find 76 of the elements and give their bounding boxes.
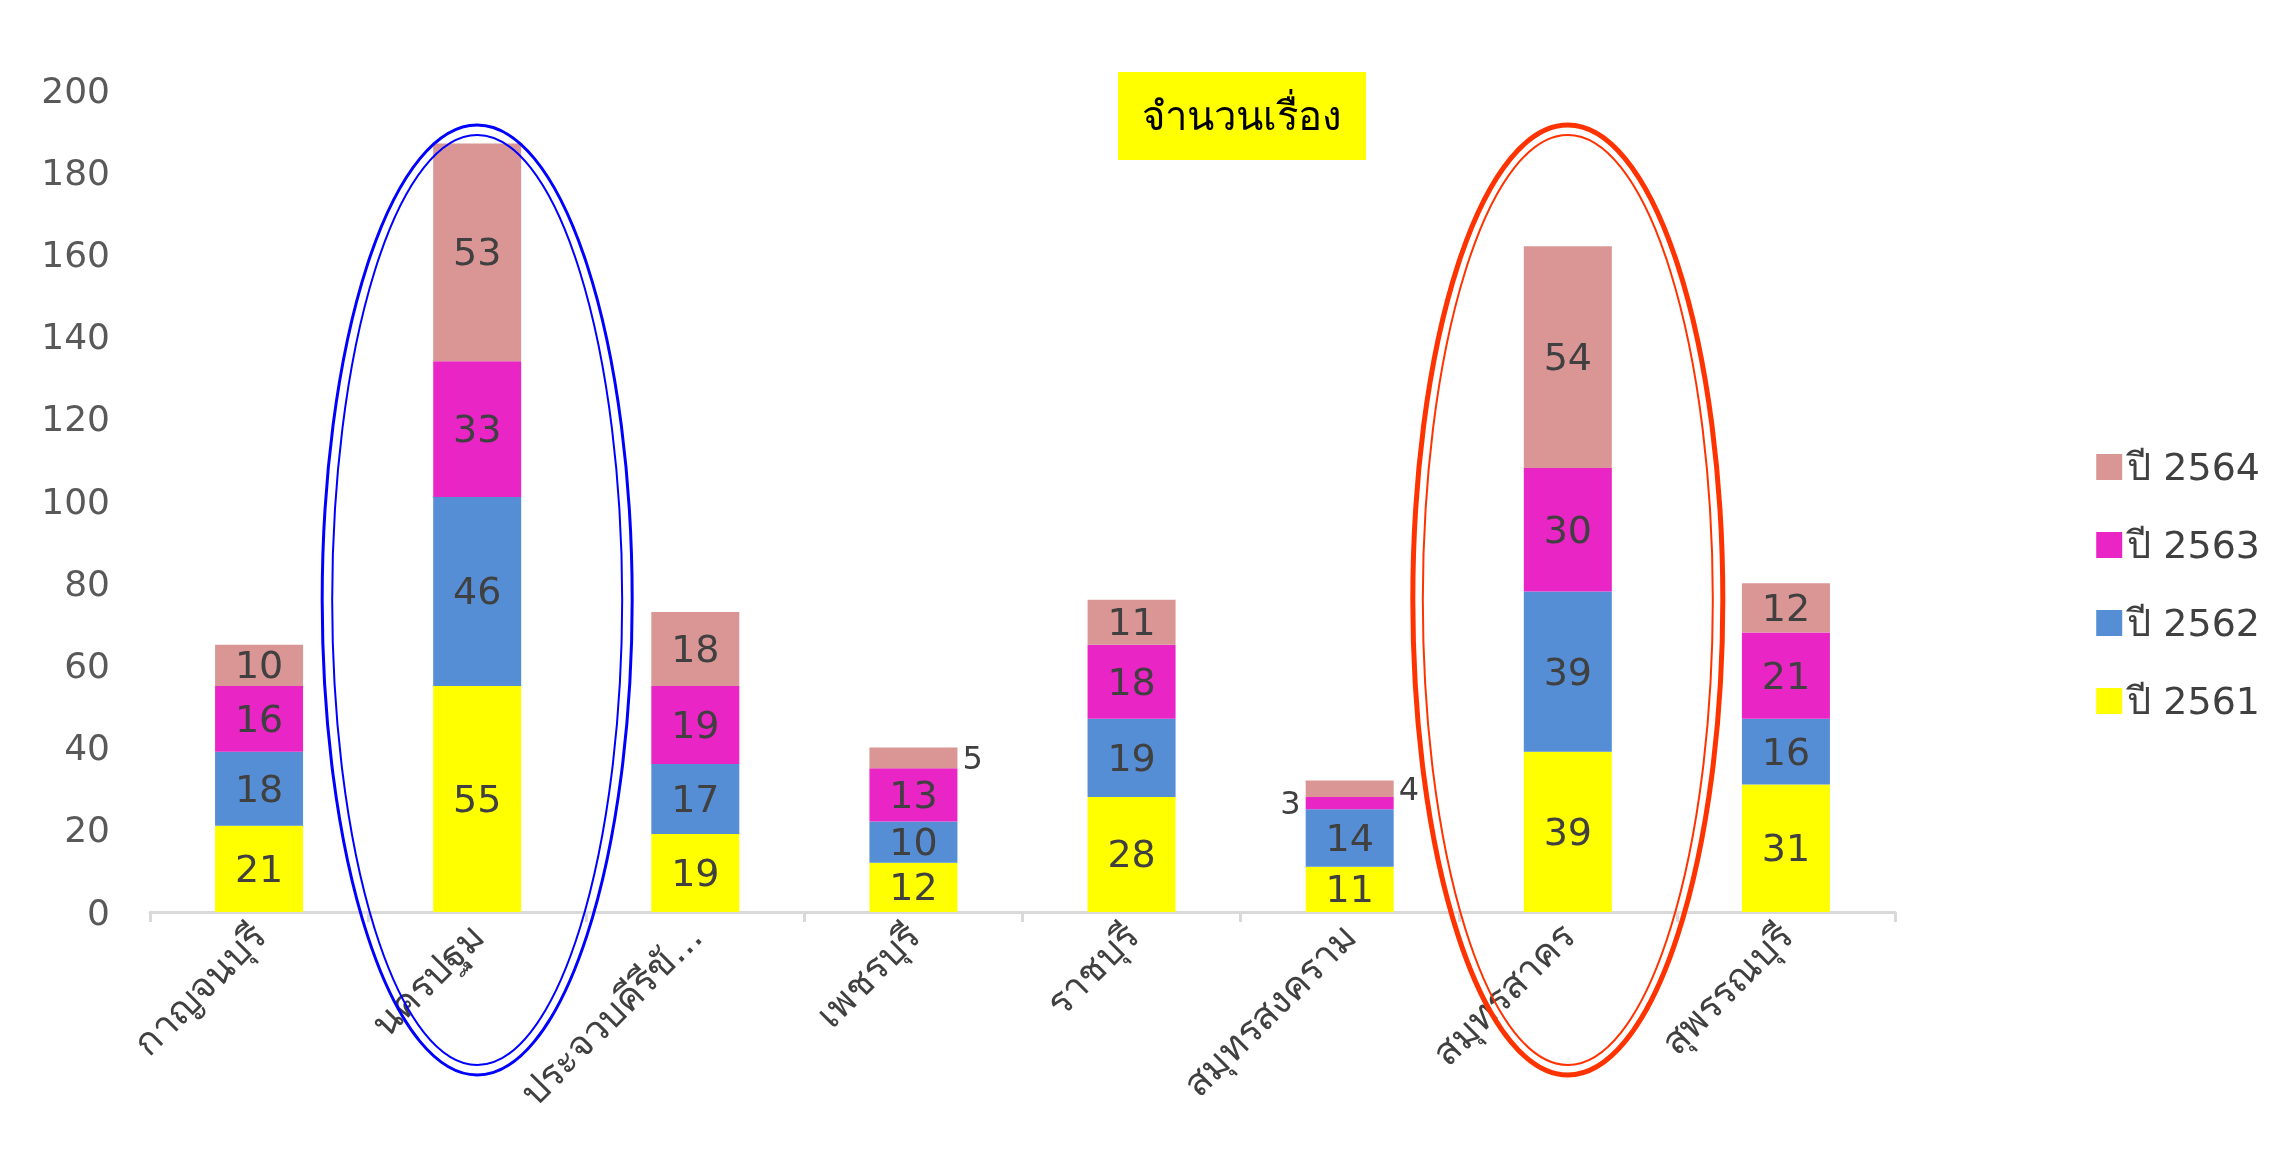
data-label: 19 — [671, 850, 720, 895]
y-tick-label: 180 — [41, 151, 110, 193]
data-label: 3 — [1280, 784, 1301, 823]
bar — [1305, 809, 1394, 867]
bar — [215, 825, 304, 912]
bar — [1523, 591, 1612, 752]
y-tick-label: 80 — [64, 562, 110, 604]
bar — [1523, 246, 1612, 469]
y-tick-label: 120 — [41, 398, 110, 440]
y-tick-label: 40 — [64, 727, 110, 769]
bar — [433, 685, 522, 912]
data-label: 46 — [453, 569, 502, 614]
data-label: 12 — [1761, 585, 1811, 630]
data-label: 13 — [889, 772, 938, 817]
bar — [1523, 751, 1612, 912]
y-tick-label: 140 — [41, 316, 110, 358]
chart-title: จำนวนเรื่อง — [1142, 89, 1342, 139]
data-label: 54 — [1543, 335, 1592, 380]
bar — [1741, 784, 1830, 912]
bar — [869, 862, 958, 912]
legend-label: ปี 2561 — [2126, 679, 2261, 723]
data-label: 12 — [889, 865, 938, 910]
y-tick-label: 0 — [87, 891, 110, 933]
data-label: 39 — [1543, 649, 1592, 694]
data-label: 18 — [1107, 659, 1156, 704]
data-label: 5 — [962, 738, 983, 777]
bar — [651, 833, 740, 912]
data-label: 33 — [453, 407, 502, 452]
bar — [1087, 644, 1176, 719]
data-label: 21 — [1761, 653, 1811, 698]
bar — [1087, 718, 1176, 797]
data-label: 11 — [1325, 867, 1374, 912]
bar — [1741, 632, 1830, 719]
data-label: 53 — [453, 230, 502, 275]
data-label: 16 — [1761, 729, 1811, 774]
data-label: 28 — [1107, 832, 1156, 877]
bar — [1305, 780, 1394, 797]
data-label: 11 — [1107, 600, 1156, 645]
y-tick-label: 160 — [41, 233, 110, 275]
bar — [1087, 796, 1176, 912]
y-tick-label: 20 — [64, 809, 110, 851]
legend-label: ปี 2562 — [2126, 601, 2261, 645]
data-label: 19 — [671, 702, 720, 747]
bar — [1741, 718, 1830, 785]
y-tick-label: 100 — [41, 480, 110, 522]
data-label: 10 — [889, 820, 938, 865]
data-label: 55 — [453, 776, 502, 821]
data-label: 21 — [234, 846, 284, 891]
bar — [869, 768, 958, 822]
legend-label: ปี 2563 — [2126, 523, 2261, 567]
y-tick-label: 60 — [64, 644, 110, 686]
bar — [433, 361, 522, 497]
bar — [1305, 796, 1394, 810]
data-label: 10 — [234, 643, 284, 688]
y-tick-label: 200 — [41, 69, 110, 111]
bar — [651, 764, 740, 834]
bar — [1523, 468, 1612, 592]
bar — [215, 751, 304, 826]
data-label: 39 — [1543, 809, 1592, 854]
data-label: 14 — [1325, 816, 1374, 861]
data-label: 17 — [671, 776, 720, 821]
bar — [651, 611, 740, 686]
data-label: 18 — [234, 766, 284, 811]
bar — [869, 747, 958, 769]
bar — [215, 685, 304, 752]
bar — [433, 143, 522, 362]
data-label: 16 — [234, 696, 284, 741]
bar — [651, 685, 740, 765]
data-label: 18 — [671, 626, 720, 671]
data-label: 31 — [1761, 826, 1811, 871]
bar — [433, 496, 522, 686]
data-label: 4 — [1398, 769, 1420, 808]
data-label: 30 — [1543, 507, 1592, 552]
data-label: 19 — [1107, 735, 1156, 780]
legend-label: ปี 2564 — [2126, 445, 2261, 489]
bar — [1741, 583, 1830, 633]
